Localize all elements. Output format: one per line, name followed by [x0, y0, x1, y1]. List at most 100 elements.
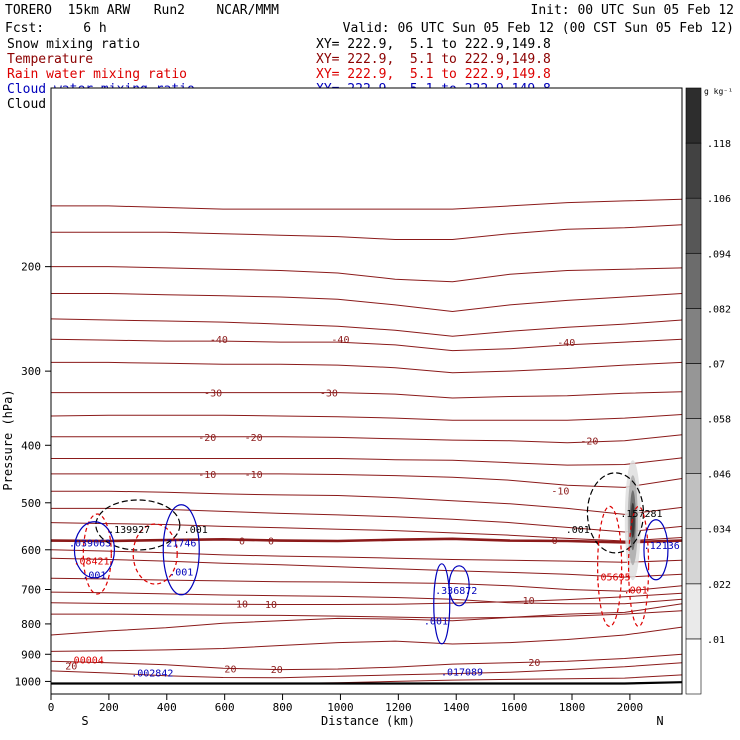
colorbar-swatch	[685, 197, 702, 254]
temperature-label: 20	[65, 661, 77, 672]
y-tick-label: 300	[21, 365, 41, 378]
colorbar-swatch	[685, 252, 702, 309]
terrain-line	[51, 681, 683, 685]
maximum-label: .21746	[160, 538, 196, 549]
colorbar-swatch	[685, 308, 702, 364]
isotherm-line	[50, 318, 683, 337]
cloud-ice-contour	[95, 499, 181, 551]
isotherm-line	[51, 490, 683, 515]
colorbar-swatch	[685, 583, 702, 640]
y-tick-label: 1000	[15, 675, 42, 688]
isotherm-line	[51, 361, 683, 374]
y-tick-label: 400	[21, 439, 41, 452]
model-run-title: TORERO 15km ARW Run2 NCAR/MMM	[5, 3, 279, 18]
maximum-label: .001	[169, 568, 193, 579]
colorbar-level-label: .046	[707, 470, 731, 481]
field-name: Rain water mixing ratio	[7, 67, 187, 82]
field-xy-range: XY= 222.9, 5.1 to 222.9,149.8	[316, 52, 551, 67]
x-tick-label: 1200	[385, 701, 412, 714]
isotherm-line	[51, 507, 683, 533]
temperature-label: -40	[210, 335, 228, 346]
rain-contour	[627, 505, 650, 628]
freezing-level-line	[50, 537, 683, 544]
temperature-label: 0	[552, 536, 558, 547]
rain-contour	[597, 505, 623, 628]
colorbar-unit: g kg⁻¹	[704, 87, 733, 96]
temperature-label: -10	[551, 487, 569, 498]
maximum-label: .001	[184, 525, 208, 536]
maximum-label: .139927	[108, 525, 150, 536]
maximum-label: .039063	[69, 538, 111, 549]
x-tick-label: 800	[273, 701, 293, 714]
isotherm-line	[50, 603, 683, 636]
temperature-label: -30	[204, 389, 222, 400]
maximum-label: .001	[566, 525, 590, 536]
colorbar-swatch	[685, 142, 702, 199]
colorbar-level-label: .034	[707, 525, 731, 536]
isotherm-line	[50, 662, 683, 679]
isotherm-line	[51, 224, 683, 240]
x-tick-label: 2000	[617, 701, 644, 714]
init-time: Init: 00 UTC Sun 05 Feb 12	[531, 3, 735, 18]
temperature-label: 20	[224, 665, 236, 676]
south-end-label: S	[81, 714, 88, 728]
temperature-label: -30	[320, 389, 338, 400]
isotherm-line	[51, 391, 683, 399]
north-end-label: N	[656, 714, 663, 728]
isotherm-line	[50, 557, 683, 578]
isotherm-line	[51, 473, 683, 488]
y-tick-label: 700	[21, 584, 41, 597]
x-tick-label: 400	[157, 701, 177, 714]
isotherm-line	[50, 522, 683, 542]
cloud-water-contour	[448, 565, 470, 607]
temperature-label: 0	[268, 537, 274, 548]
isotherm-line	[51, 266, 683, 283]
maximum-label: .336872	[435, 586, 477, 597]
colorbar-level-label: .094	[707, 249, 731, 260]
maximum-label: .05695	[594, 573, 630, 584]
maximum-label: .001	[82, 570, 106, 581]
isotherm-line	[51, 434, 683, 444]
colorbar-swatch	[685, 87, 702, 144]
temperature-label: 20	[528, 658, 540, 669]
colorbar: .01 .022 .034 .046 .058 .07 .082 .094 .106 .118	[685, 87, 731, 695]
maximum-label: .017089	[441, 667, 483, 678]
maximum-label: .002842	[131, 669, 173, 680]
temperature-label: -20	[198, 433, 216, 444]
field-xy-range: XY= 222.9, 5.1 to 222.9,149.8	[316, 37, 551, 52]
maximum-label: .12136	[644, 541, 680, 552]
x-tick-label: 1400	[443, 701, 470, 714]
isotherm-line	[50, 414, 683, 421]
forecast-hour: Fcst: 6 h	[5, 21, 107, 36]
colorbar-level-label: .082	[707, 304, 731, 315]
y-tick-label: 800	[21, 618, 41, 631]
temperature-label: 10	[523, 596, 535, 607]
colorbar-swatch	[685, 418, 702, 474]
rain-contour	[132, 523, 178, 585]
maximum-label: .08421	[73, 556, 109, 567]
x-tick-label: 1000	[327, 701, 354, 714]
cloud-water-contour	[643, 519, 669, 581]
temperature-label: -40	[557, 338, 575, 349]
isotherm-line	[51, 293, 683, 313]
maximum-label: .157281	[620, 509, 662, 520]
isotherm-line	[50, 549, 683, 563]
temperature-label: 20	[271, 665, 283, 676]
temperature-label: -20	[580, 437, 598, 448]
field-name: Snow mixing ratio	[7, 37, 140, 52]
x-axis-label: Distance (km)	[321, 714, 415, 728]
x-tick-label: 600	[215, 701, 235, 714]
colorbar-level-label: .022	[707, 580, 731, 591]
cloud-water-contour	[162, 504, 200, 596]
y-tick-label: 500	[21, 497, 41, 510]
cloud-water-contour	[73, 521, 116, 579]
colorbar-level-label: .01	[707, 635, 725, 646]
isotherm-line	[50, 653, 683, 671]
colorbar-level-label: .058	[707, 415, 731, 426]
isotherm-line	[51, 198, 683, 210]
cloud-ice-contour	[586, 472, 645, 554]
valid-time: Valid: 06 UTC Sun 05 Feb 12 (00 CST Sun …	[343, 21, 734, 36]
y-tick-label: 200	[21, 261, 41, 274]
colorbar-swatch	[685, 363, 702, 419]
